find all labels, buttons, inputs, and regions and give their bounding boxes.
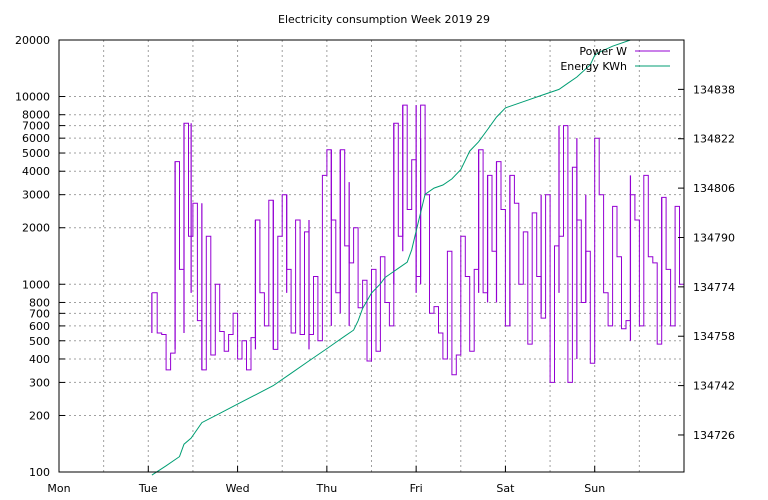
y-left-tick-label: 300 xyxy=(29,376,50,389)
y-right-tick-label: 134774 xyxy=(693,281,735,294)
x-tick-label: Sun xyxy=(584,482,605,495)
y-right-tick-label: 134758 xyxy=(693,330,735,343)
chart-title: Electricity consumption Week 2019 29 xyxy=(278,13,490,26)
y-left-tick-label: 200 xyxy=(29,409,50,422)
y-right-tick-label: 134726 xyxy=(693,429,735,442)
y-left-tick-label: 700 xyxy=(29,307,50,320)
y-right-tick-label: 134838 xyxy=(693,83,735,96)
y-right-tick-label: 134742 xyxy=(693,380,735,393)
y-left-tick-label: 2000 xyxy=(22,222,50,235)
y-left-tick-label: 20000 xyxy=(15,34,50,47)
y-left-tick-label: 600 xyxy=(29,320,50,333)
grid-lines xyxy=(59,40,684,472)
x-axis: Mon Tue Wed Thu Fri Sat Sun xyxy=(47,466,605,495)
y-left-tick-label: 10000 xyxy=(15,91,50,104)
y-right-tick-label: 134822 xyxy=(693,133,735,146)
x-tick-label: Tue xyxy=(138,482,158,495)
series-line-energy-kwh xyxy=(151,39,684,476)
legend: Power W Energy KWh xyxy=(560,45,670,73)
y-left-tick-label: 8000 xyxy=(22,109,50,122)
y-left-tick-label: 400 xyxy=(29,353,50,366)
y-left-tick-label: 5000 xyxy=(22,147,50,160)
x-tick-label: Sat xyxy=(496,482,515,495)
x-tick-label: Mon xyxy=(47,482,70,495)
y-right-tick-label: 134790 xyxy=(693,231,735,244)
y-left-tick-label: 800 xyxy=(29,296,50,309)
x-tick-label: Fri xyxy=(410,482,423,495)
legend-label: Energy KWh xyxy=(560,60,627,73)
y-left-tick-label: 6000 xyxy=(22,132,50,145)
legend-label: Power W xyxy=(579,45,627,58)
y-left-tick-label: 3000 xyxy=(22,189,50,202)
y-left-tick-label: 1000 xyxy=(22,278,50,291)
right-axis: 134726 134742 134758 134774 134790 134806 1348… xyxy=(678,83,735,442)
y-left-tick-label: 7000 xyxy=(22,120,50,133)
plot-frame xyxy=(58,39,685,473)
y-left-tick-label: 100 xyxy=(29,466,50,479)
series-layer xyxy=(151,39,685,476)
y-left-tick-label: 4000 xyxy=(22,165,50,178)
y-left-tick-label: 500 xyxy=(29,335,50,348)
y-right-tick-label: 134806 xyxy=(693,182,735,195)
x-tick-label: Wed xyxy=(226,482,250,495)
x-tick-label: Thu xyxy=(316,482,338,495)
